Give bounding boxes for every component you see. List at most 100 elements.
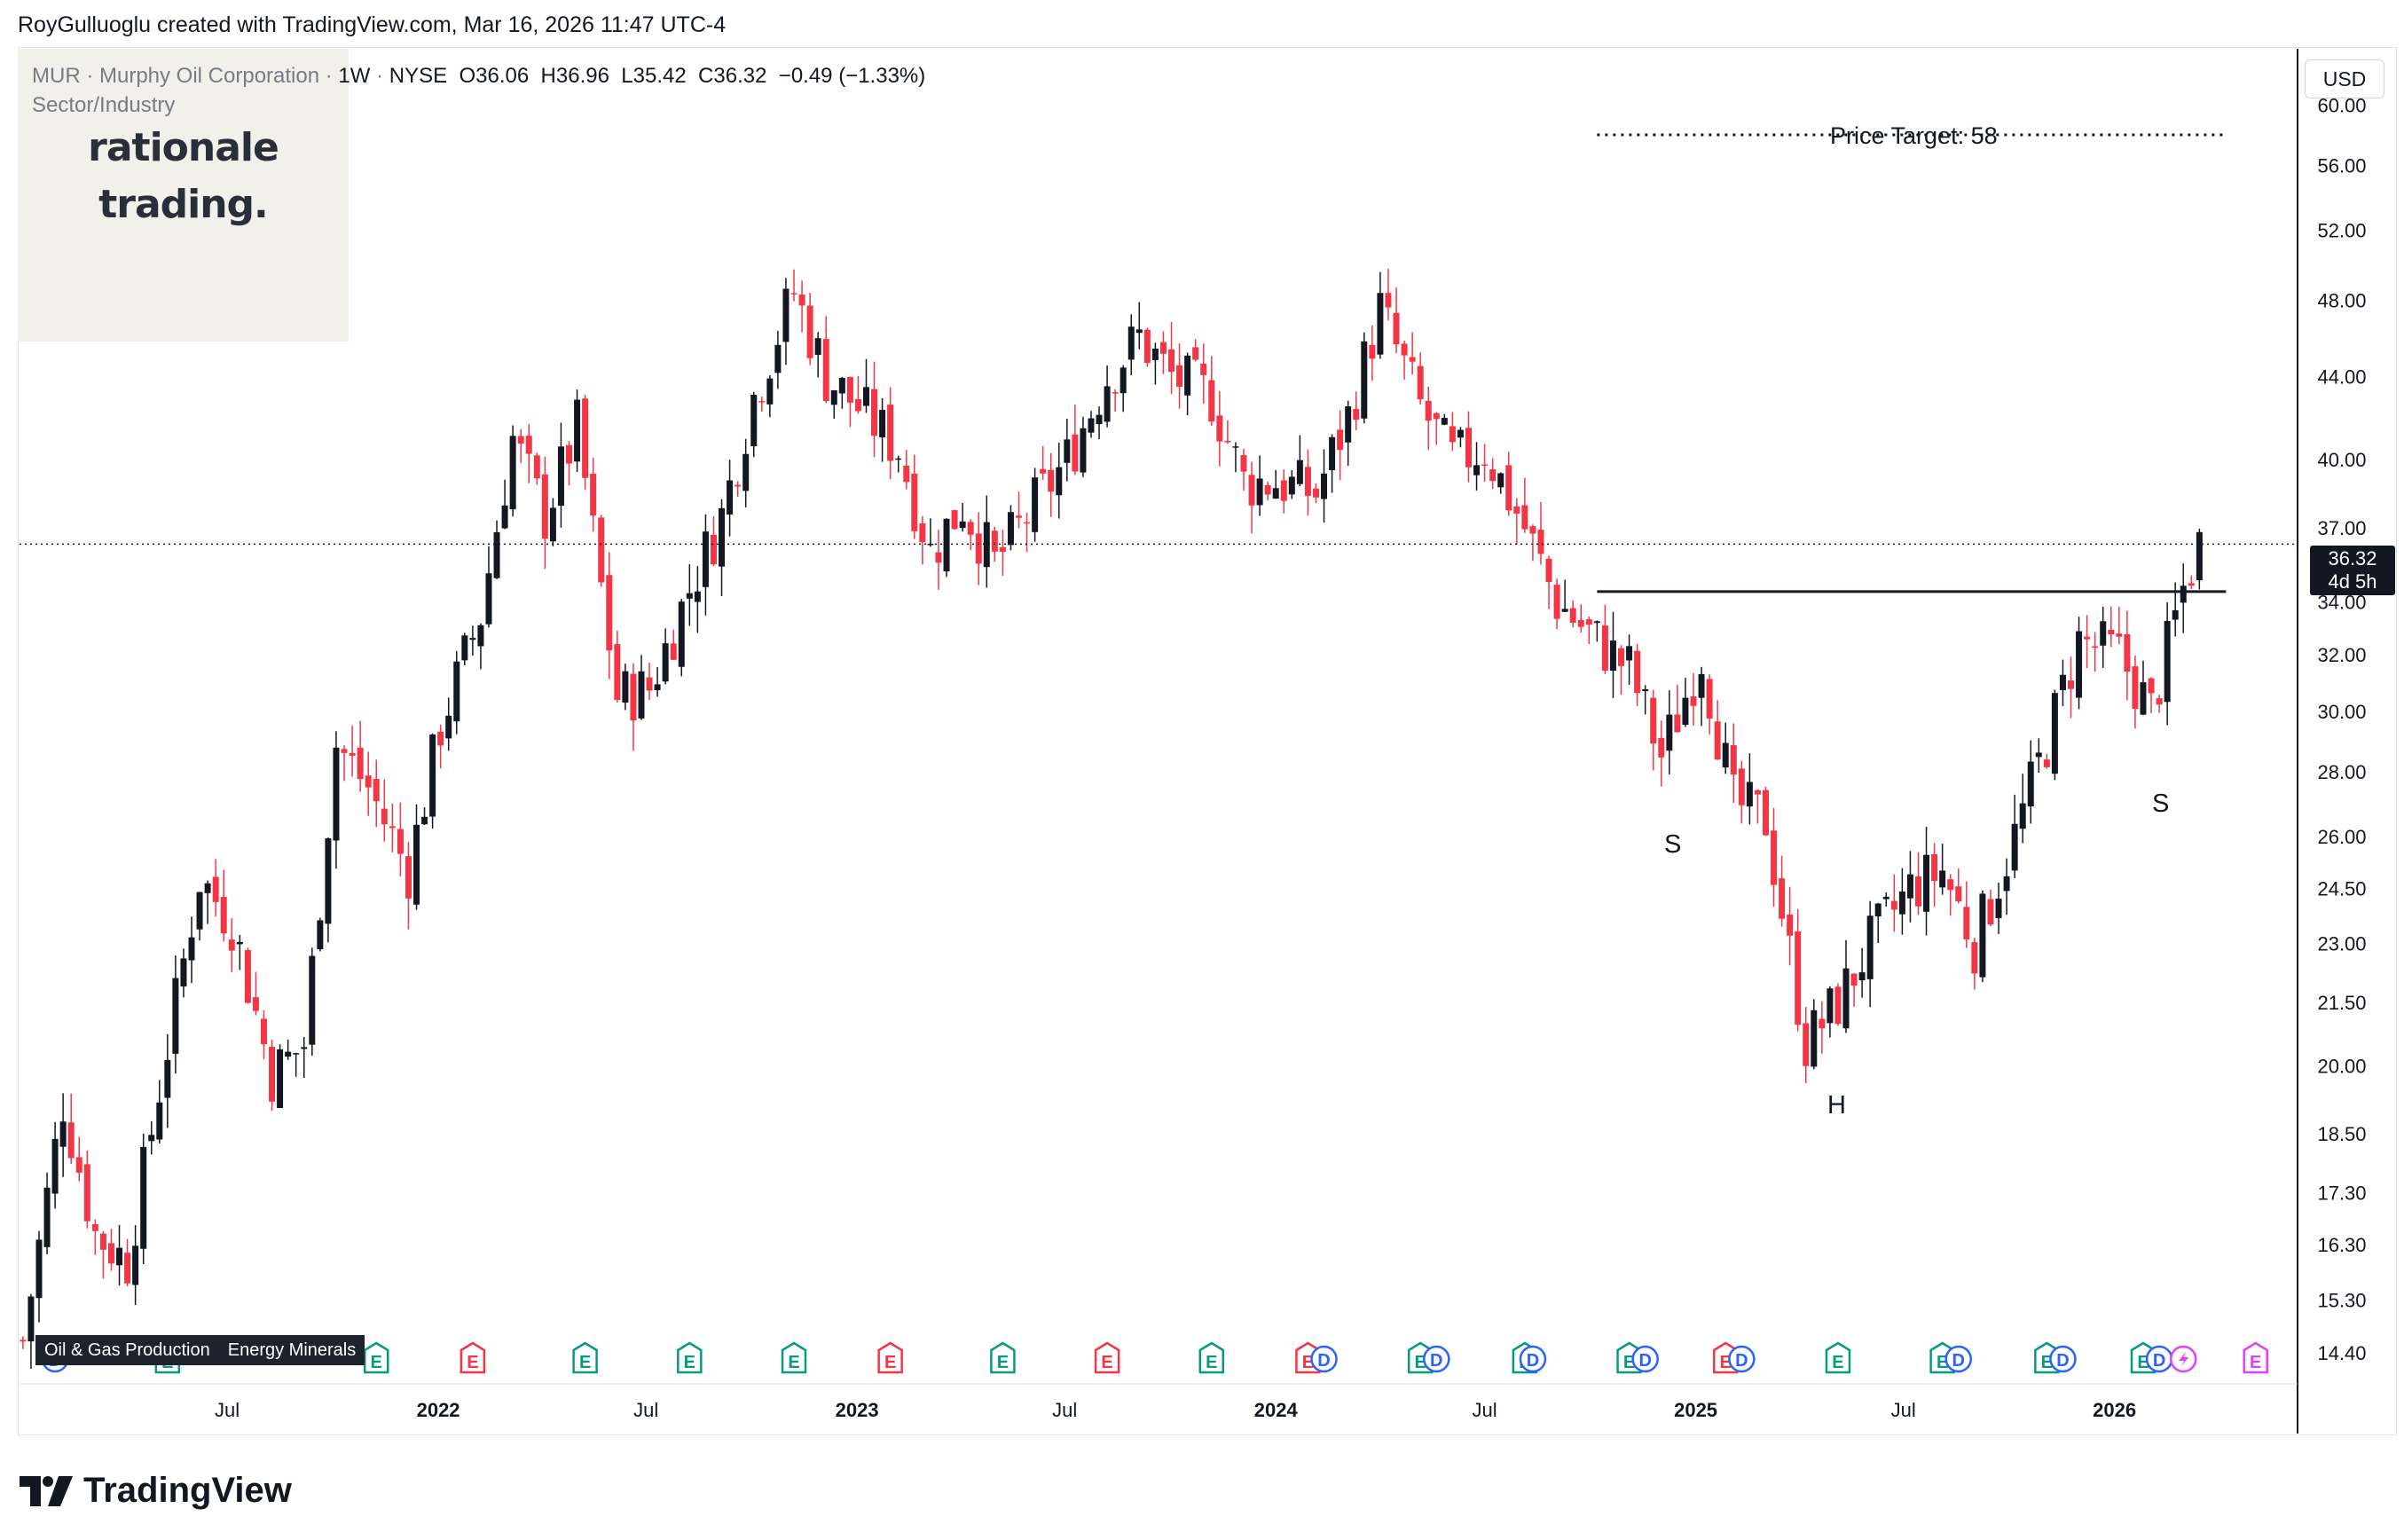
candle-body xyxy=(1553,585,1560,619)
candle-body xyxy=(766,378,774,405)
candle-body xyxy=(549,507,556,542)
candle-body xyxy=(727,480,734,515)
y-tick-label: 26.00 xyxy=(2317,826,2366,848)
candle-body xyxy=(1642,689,1649,692)
candle-body xyxy=(541,474,548,539)
symbol-legend[interactable]: MUR · Murphy Oil Corporation · 1W · NYSE… xyxy=(32,64,926,88)
candle-body xyxy=(1096,414,1103,425)
candle-body xyxy=(2019,803,2026,829)
candle-body xyxy=(1296,460,1303,484)
candle-body xyxy=(2156,698,2163,705)
candle-body xyxy=(341,749,348,753)
tradingview-logo[interactable]: TradingView xyxy=(20,1471,292,1511)
candle-body xyxy=(1168,349,1175,373)
candle-body xyxy=(43,1187,51,1247)
candle-body xyxy=(59,1121,67,1147)
candle-body xyxy=(1040,468,1047,474)
candle-body xyxy=(2043,759,2050,767)
candle-body xyxy=(1208,380,1215,422)
candle-body xyxy=(1618,648,1625,666)
candle-body xyxy=(951,510,958,530)
candle-body xyxy=(630,673,637,721)
candle-body xyxy=(124,1253,131,1284)
candle-body xyxy=(1939,870,1946,888)
y-tick-label: 17.30 xyxy=(2317,1182,2366,1204)
candle-body xyxy=(333,747,340,841)
candle-body xyxy=(1016,515,1023,518)
split-bolt-icon xyxy=(2179,1351,2189,1367)
bar-countdown: 4d 5h xyxy=(2328,570,2377,593)
candle-body xyxy=(1272,488,1279,499)
candle-body xyxy=(871,389,878,436)
candle-body xyxy=(1192,347,1199,360)
candle-body xyxy=(983,522,990,568)
chart-area[interactable] xyxy=(18,47,2397,1435)
candle-body xyxy=(67,1122,75,1159)
candle-body xyxy=(1353,409,1360,420)
earnings-icon xyxy=(877,1341,903,1374)
candle-body xyxy=(879,409,886,437)
candle-body xyxy=(1304,467,1311,496)
dividend-letter: D xyxy=(1735,1351,1748,1371)
watermark-logo: rationale trading. xyxy=(18,49,349,342)
dividend-icon xyxy=(2049,1345,2077,1373)
earnings-letter: E xyxy=(467,1353,478,1372)
y-tick-label: 21.50 xyxy=(2317,992,2366,1014)
candle-body xyxy=(453,661,460,722)
candle-body xyxy=(421,816,428,825)
candle-body xyxy=(389,826,396,829)
candle-body xyxy=(1200,363,1207,375)
candle-body xyxy=(493,532,500,578)
candle-body xyxy=(1609,640,1616,672)
sector-tags: Oil & Gas Production Energy Minerals xyxy=(35,1335,365,1365)
open-value: 36.06 xyxy=(475,64,530,88)
candle-body xyxy=(1898,891,1905,915)
candle-body xyxy=(2084,636,2091,640)
candle-body xyxy=(2068,680,2075,689)
candle-body xyxy=(1634,650,1641,694)
candle-body xyxy=(582,398,589,478)
candle-body xyxy=(1280,480,1287,501)
candle-body xyxy=(285,1051,292,1057)
candle-body xyxy=(180,958,187,986)
sector-industry-label: Sector/Industry xyxy=(32,93,176,117)
last-price-value: 36.32 xyxy=(2328,547,2377,570)
candle-body xyxy=(1803,1023,1810,1066)
candle-body xyxy=(790,293,797,295)
candle-body xyxy=(405,856,412,899)
candle-body xyxy=(1906,874,1913,899)
dividend-letter: D xyxy=(1430,1351,1442,1371)
candle-body xyxy=(517,436,524,444)
candle-body xyxy=(349,752,356,756)
candle-body xyxy=(429,734,436,817)
candle-body xyxy=(991,530,998,552)
x-tick-label: 2024 xyxy=(1254,1399,1299,1421)
candle-body xyxy=(758,401,766,403)
earnings-letter: E xyxy=(788,1353,799,1372)
candle-body xyxy=(365,775,372,788)
candle-body xyxy=(1779,878,1786,919)
candle-body xyxy=(598,517,605,583)
candle-body xyxy=(1248,475,1255,506)
candle-body xyxy=(1650,697,1657,744)
candle-body xyxy=(533,455,540,479)
candle-body xyxy=(148,1135,155,1142)
candle-body xyxy=(1312,488,1319,498)
candle-body xyxy=(27,1296,35,1342)
candle-body xyxy=(1842,968,1850,1029)
candle-body xyxy=(1433,412,1440,420)
candle-body xyxy=(566,444,573,464)
candle-body xyxy=(1601,625,1608,671)
candle-body xyxy=(694,591,701,602)
candle-body xyxy=(1593,621,1600,624)
currency-button[interactable]: USD xyxy=(2305,59,2384,98)
candle-body xyxy=(830,389,837,405)
candle-body xyxy=(156,1102,163,1140)
candle-body xyxy=(999,546,1006,553)
y-tick-label: 40.00 xyxy=(2317,449,2366,471)
candle-body xyxy=(822,339,829,402)
y-tick-label: 44.00 xyxy=(2317,365,2366,388)
candle-body xyxy=(1151,348,1159,360)
candle-body xyxy=(1979,893,1986,978)
